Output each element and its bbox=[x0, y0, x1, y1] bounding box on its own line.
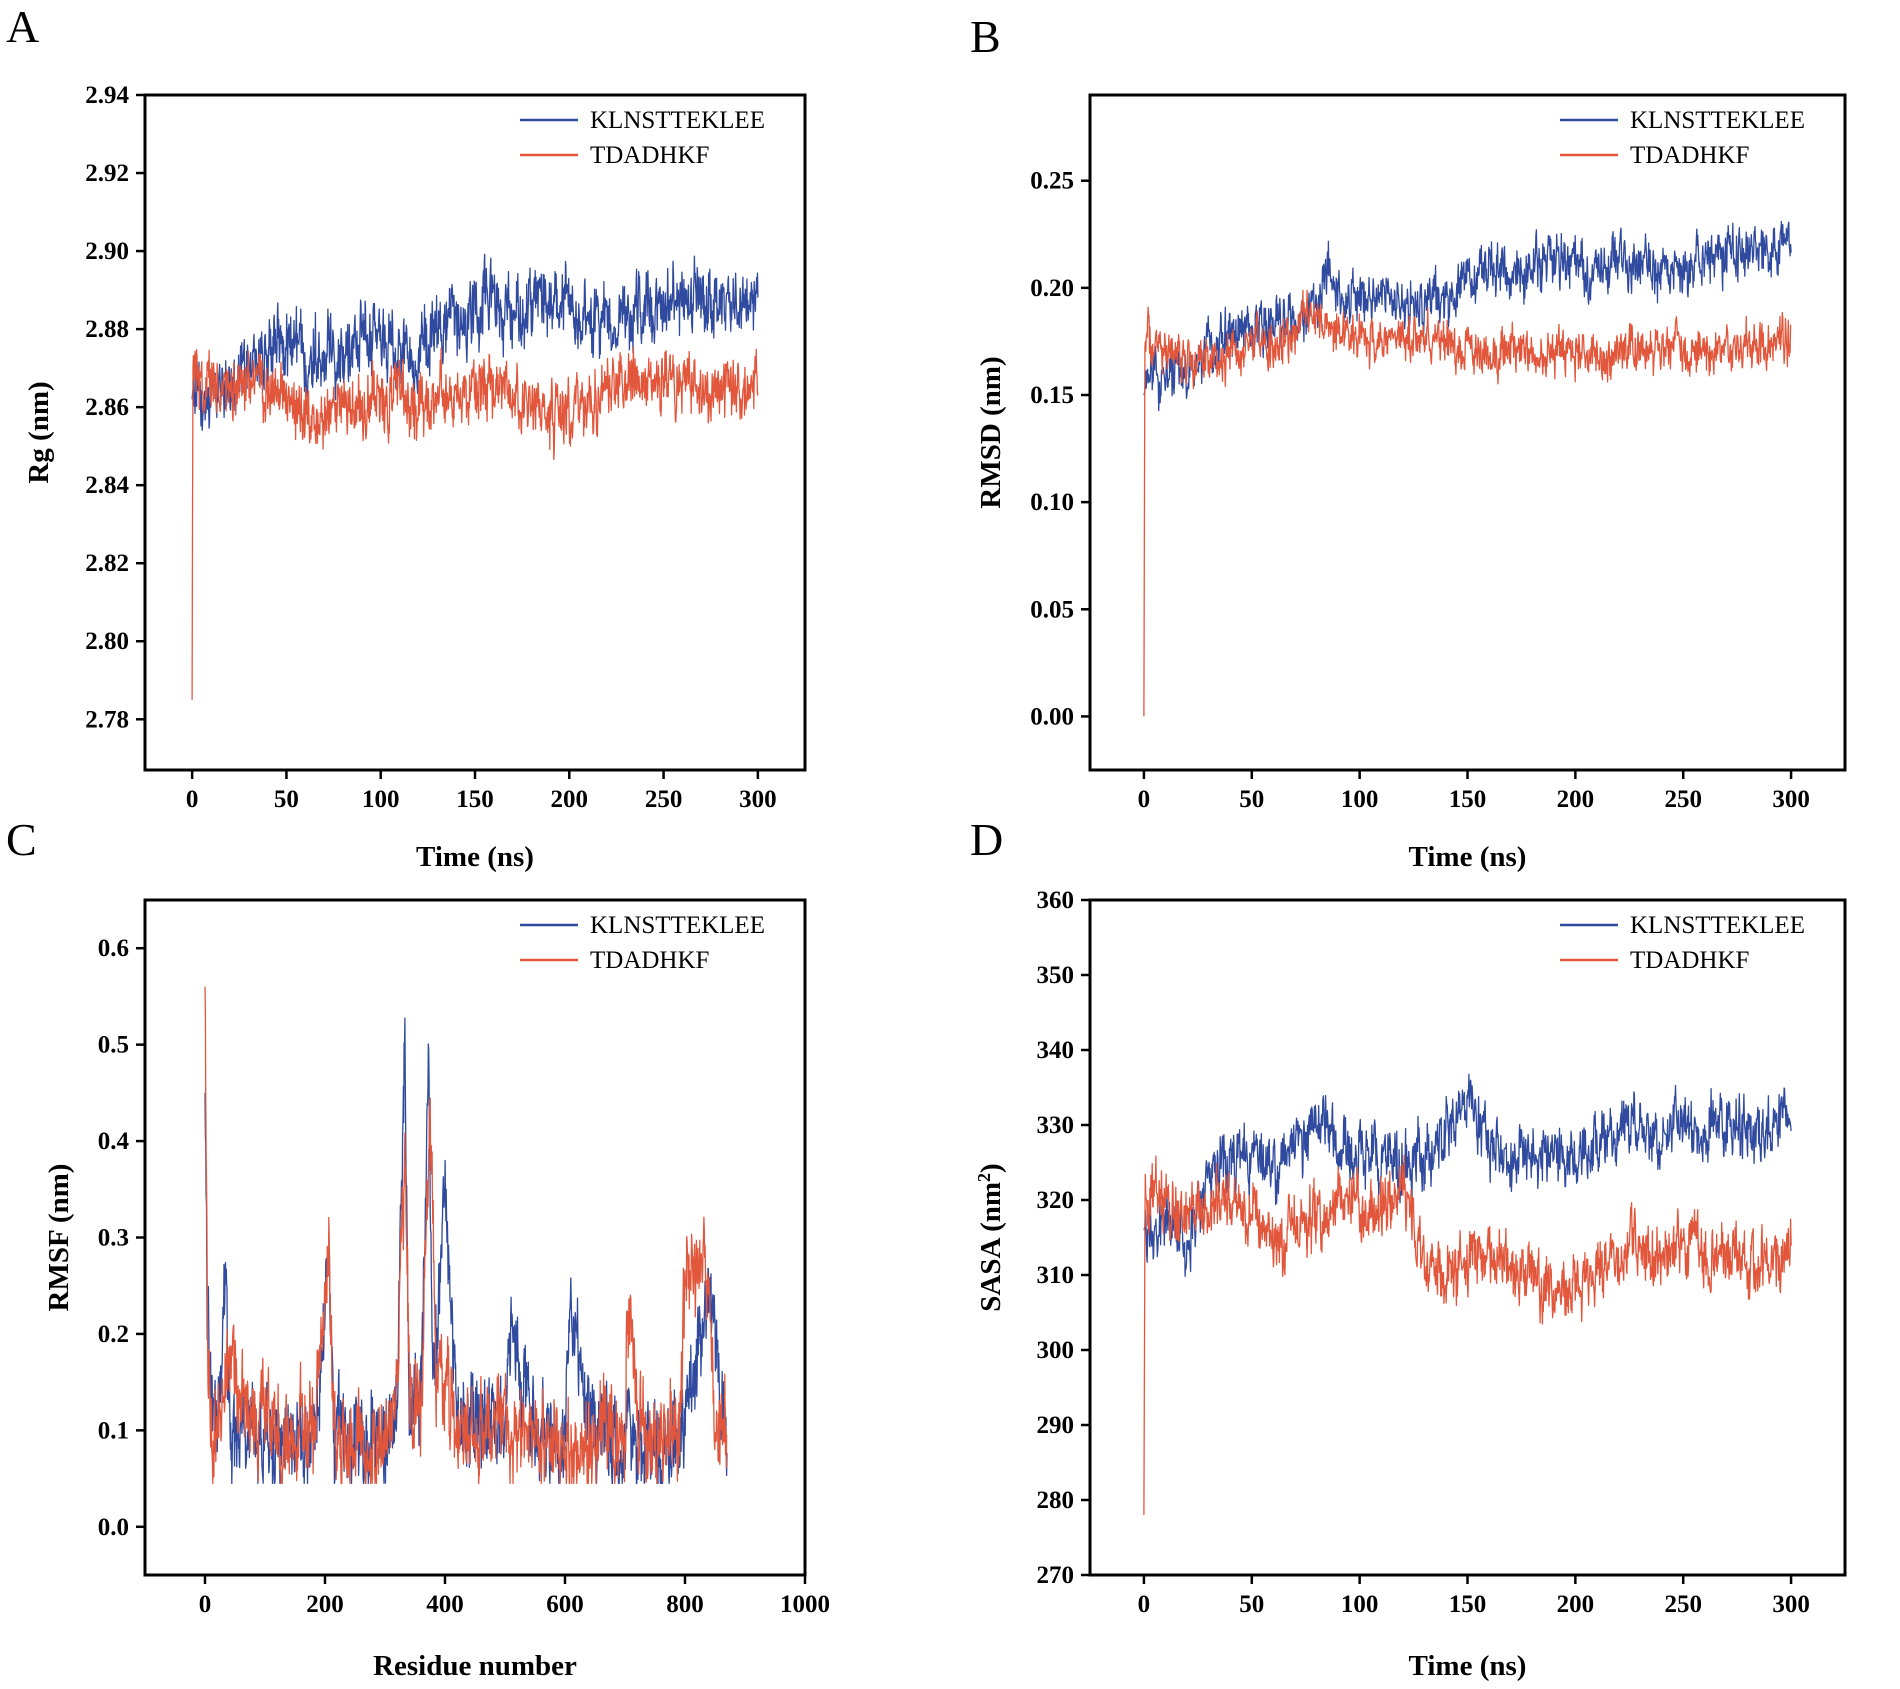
y-tick-label: 0.10 bbox=[1030, 489, 1074, 516]
series-group bbox=[1143, 1073, 1792, 1516]
y-tick-label: 310 bbox=[1037, 1262, 1075, 1289]
x-tick-label: 50 bbox=[1239, 1591, 1264, 1618]
x-tick-label: 150 bbox=[456, 786, 494, 813]
y-tick-label: 2.94 bbox=[85, 82, 129, 109]
y-tick-label: 0.4 bbox=[98, 1128, 130, 1155]
legend-label: TDADHKF bbox=[1630, 947, 1749, 974]
x-axis-title: Time (ns) bbox=[1409, 1650, 1527, 1682]
panel-b: B 0 50 100 150 200 250 300 0.00 0.05 0.10 0.15 0.20 0… bbox=[970, 11, 1847, 873]
x-tick-label: 100 bbox=[1341, 786, 1379, 813]
legend-label: KLNSTTEKLEE bbox=[590, 107, 765, 134]
plot-frame bbox=[1088, 93, 1847, 772]
series-line-2 bbox=[191, 346, 759, 700]
y-tick-label: 0.25 bbox=[1030, 168, 1074, 195]
x-tick-label: 0 bbox=[186, 786, 199, 813]
x-tick-label: 250 bbox=[1664, 786, 1702, 813]
x-tick-label: 800 bbox=[666, 1591, 704, 1618]
x-tick-label: 0 bbox=[1138, 786, 1151, 813]
y-axis-title: RMSF (nm) bbox=[43, 1164, 75, 1312]
panel-a: A 0 50 100 150 200 250 300 2.78 2.80 2.82 2.84 2.86 2… bbox=[6, 1, 807, 873]
x-tick-label: 300 bbox=[1772, 786, 1810, 813]
y-tick-label: 0.3 bbox=[98, 1225, 129, 1252]
y-axis-title: RMSD (nm) bbox=[975, 356, 1007, 508]
series-line-1 bbox=[191, 253, 759, 431]
panel-c: C 0 200 400 600 800 1000 0.0 0.1 0.2 0.3 0.4 0.5 0.6 R… bbox=[6, 814, 830, 1682]
series-group bbox=[1143, 220, 1792, 717]
panel-label: D bbox=[970, 814, 1003, 865]
plot-frame bbox=[143, 898, 807, 1577]
y-tick-label: 2.84 bbox=[85, 472, 129, 499]
x-tick-label: 50 bbox=[1239, 786, 1264, 813]
legend-label: TDADHKF bbox=[590, 142, 709, 169]
y-tick-label: 0.5 bbox=[98, 1032, 129, 1059]
y-tick-label: 290 bbox=[1037, 1412, 1075, 1439]
y-tick-label: 2.78 bbox=[85, 706, 129, 733]
y-tick-label: 330 bbox=[1037, 1112, 1075, 1139]
y-tick-label: 2.82 bbox=[85, 550, 129, 577]
y-tick-label: 340 bbox=[1037, 1037, 1075, 1064]
series-line-2 bbox=[1143, 289, 1792, 717]
y-tick-label: 300 bbox=[1037, 1337, 1075, 1364]
x-tick-label: 0 bbox=[199, 1591, 212, 1618]
y-axis-title: Rg (nm) bbox=[23, 381, 55, 483]
y-tick-label: 2.86 bbox=[85, 394, 129, 421]
series-line-1 bbox=[1143, 220, 1792, 412]
x-tick-label: 250 bbox=[645, 786, 683, 813]
x-tick-label: 200 bbox=[1557, 1591, 1595, 1618]
plot-frame bbox=[1088, 898, 1847, 1577]
x-tick-label: 150 bbox=[1449, 786, 1487, 813]
x-tick-label: 200 bbox=[551, 786, 589, 813]
x-tick-label: 150 bbox=[1449, 1591, 1487, 1618]
y-axis-title: SASA (nm2) bbox=[974, 1163, 1007, 1311]
x-tick-label: 250 bbox=[1664, 1591, 1702, 1618]
legend-label: TDADHKF bbox=[1630, 142, 1749, 169]
y-tick-label: 0.1 bbox=[98, 1417, 129, 1444]
y-tick-label: 0.15 bbox=[1030, 382, 1074, 409]
y-tick-label: 2.92 bbox=[85, 160, 129, 187]
x-tick-label: 300 bbox=[1772, 1591, 1810, 1618]
y-tick-label: 0.6 bbox=[98, 935, 129, 962]
y-tick-label: 350 bbox=[1037, 962, 1075, 989]
panel-d: D 0 50 100 150 200 250 300 270 280 290 300 310 320 330… bbox=[970, 814, 1847, 1682]
series-line-2 bbox=[1143, 1154, 1792, 1516]
x-axis-title: Time (ns) bbox=[1409, 841, 1527, 873]
x-tick-label: 100 bbox=[362, 786, 400, 813]
panel-label: B bbox=[970, 11, 1001, 62]
legend-label: TDADHKF bbox=[590, 947, 709, 974]
y-tick-label: 0.05 bbox=[1030, 596, 1074, 623]
y-tick-label: 0.0 bbox=[98, 1514, 129, 1541]
series-group bbox=[191, 253, 759, 700]
y-tick-label: 320 bbox=[1037, 1187, 1075, 1214]
x-axis-title: Time (ns) bbox=[416, 841, 534, 873]
y-tick-label: 0.20 bbox=[1030, 275, 1074, 302]
x-tick-label: 200 bbox=[306, 1591, 344, 1618]
y-tick-label: 2.80 bbox=[85, 628, 129, 655]
y-tick-label: 2.90 bbox=[85, 238, 129, 265]
series-line-2 bbox=[204, 986, 728, 1485]
y-tick-label: 0.2 bbox=[98, 1321, 129, 1348]
y-tick-label: 2.88 bbox=[85, 316, 129, 343]
x-tick-label: 100 bbox=[1341, 1591, 1379, 1618]
y-tick-label: 280 bbox=[1037, 1487, 1075, 1514]
x-tick-label: 1000 bbox=[780, 1591, 830, 1618]
panel-label: C bbox=[6, 814, 37, 865]
series-group bbox=[204, 986, 728, 1485]
x-tick-label: 50 bbox=[274, 786, 299, 813]
x-tick-label: 0 bbox=[1138, 1591, 1151, 1618]
plot-frame bbox=[143, 93, 807, 772]
y-tick-label: 360 bbox=[1037, 887, 1075, 914]
legend-label: KLNSTTEKLEE bbox=[1630, 107, 1805, 134]
x-tick-label: 400 bbox=[426, 1591, 464, 1618]
x-tick-label: 600 bbox=[546, 1591, 584, 1618]
x-tick-label: 200 bbox=[1557, 786, 1595, 813]
legend-label: KLNSTTEKLEE bbox=[590, 912, 765, 939]
y-tick-label: 270 bbox=[1037, 1562, 1075, 1589]
legend-label: KLNSTTEKLEE bbox=[1630, 912, 1805, 939]
y-tick-label: 0.00 bbox=[1030, 703, 1074, 730]
x-axis-title: Residue number bbox=[373, 1650, 577, 1682]
x-tick-label: 300 bbox=[739, 786, 777, 813]
panel-label: A bbox=[6, 1, 39, 52]
series-line-1 bbox=[1143, 1073, 1792, 1277]
